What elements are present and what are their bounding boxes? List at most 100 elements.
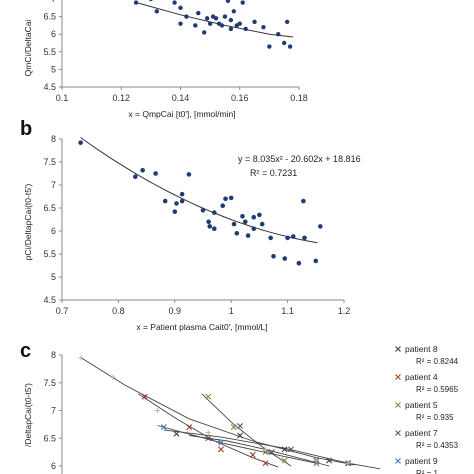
panel-a-data-point bbox=[184, 14, 189, 19]
panel-c-legend-marker bbox=[395, 458, 401, 464]
panel-b-data-point bbox=[220, 203, 226, 208]
panel-b-data-point bbox=[174, 201, 179, 206]
panel-a-data-point bbox=[243, 26, 248, 32]
panel-a-ytick-label: 5 bbox=[51, 64, 56, 74]
panel-c-data-point bbox=[205, 393, 212, 400]
panel-c-data-point bbox=[313, 460, 320, 467]
panel-b-xtick-label: 1.2 bbox=[338, 306, 351, 316]
panel-c-ytick-label: 8 bbox=[51, 350, 56, 360]
panel-b-data-point bbox=[318, 224, 323, 229]
panel-a-data-point bbox=[252, 19, 257, 25]
panel-b-xtick-label: 1 bbox=[229, 306, 234, 316]
panel-b-data-point bbox=[257, 212, 262, 218]
panel-c-legend-marker bbox=[395, 346, 401, 352]
panel-a-data-point bbox=[231, 9, 237, 14]
panel-a-xtick-label: 0.18 bbox=[290, 93, 308, 103]
panel-b-xlabel: x = Patient plasma Cait0', [mmol/L] bbox=[136, 322, 267, 332]
panel-b-data-point bbox=[179, 191, 185, 197]
panel-c-trendline bbox=[163, 429, 380, 470]
panel-c-ytick-label: 6 bbox=[51, 461, 56, 471]
panel-a-ytick-label: 6 bbox=[51, 29, 56, 39]
panel-b-data-point bbox=[200, 208, 206, 213]
panel-a-data-point bbox=[267, 44, 272, 49]
panel-a-xtick-label: 0.1 bbox=[56, 93, 69, 103]
panel-b-data-point bbox=[133, 174, 138, 180]
panel-b-data-point bbox=[282, 256, 288, 261]
panel-a-data-point bbox=[284, 19, 290, 25]
panel-c-data-point bbox=[110, 374, 116, 380]
panel-a-data-point bbox=[287, 44, 293, 49]
panel-a-data-point bbox=[213, 16, 219, 21]
panel-c-legend-r-squared: R² = 0.4353 bbox=[416, 441, 459, 450]
panel-c-data-point bbox=[230, 424, 237, 431]
panel-c-ytick-label: 7.5 bbox=[43, 378, 56, 388]
panel-c-legend-name: patient 7 bbox=[405, 428, 438, 438]
panel-b-data-point bbox=[251, 226, 257, 231]
panel-b-data-point bbox=[228, 195, 234, 201]
panel-c-ytick-label: 6.5 bbox=[43, 433, 56, 443]
panel-c-data-point bbox=[218, 439, 224, 446]
panel-a-data-point bbox=[222, 14, 228, 19]
panel-b-data-point bbox=[153, 171, 158, 176]
panel-b-data-point bbox=[179, 198, 185, 204]
panel-a-data-point bbox=[196, 10, 201, 16]
panel-c-legend-marker bbox=[395, 402, 401, 408]
panel-a-xlabel: x = QmpCai [t0'], [mmol/min] bbox=[128, 109, 235, 119]
panel-c-trendline bbox=[201, 393, 292, 467]
panel-a-data-point bbox=[178, 21, 183, 26]
panel-c-data-point bbox=[205, 430, 211, 436]
panel-b-ylabel: pCi/DeltapCai(t0-t5') bbox=[23, 183, 33, 260]
panel-b-equation: y = 8.035x² - 20.602x + 18.816 bbox=[238, 154, 361, 164]
panel-b-xtick-label: 1.1 bbox=[281, 306, 294, 316]
panel-b-data-point bbox=[301, 198, 306, 204]
panel-c-legend-marker bbox=[395, 430, 401, 436]
panel-b-data-point bbox=[207, 224, 213, 229]
panel-b-data-point bbox=[206, 219, 211, 225]
panel-b-ytick-label: 7 bbox=[51, 180, 56, 190]
panel-c-plot-area bbox=[78, 355, 380, 470]
panel-b-data-point bbox=[268, 235, 273, 241]
panel-c-legend-name: patient 8 bbox=[405, 344, 438, 354]
panel-c-trendline bbox=[157, 425, 317, 464]
panel-c-legend-name: patient 9 bbox=[405, 456, 438, 466]
panel-b-data-point bbox=[211, 210, 217, 215]
panel-c-legend: patient 8 R² = 0.8244 patient 4 R² = 0.5965… bbox=[395, 344, 459, 474]
panel-c-legend-name: patient 5 bbox=[405, 400, 438, 410]
panel-a-data-point bbox=[207, 21, 213, 26]
panel-b-data-point bbox=[234, 231, 240, 236]
panel-a-xtick-label: 0.14 bbox=[172, 93, 190, 103]
panel-a-data-point bbox=[133, 0, 139, 5]
panel-b-data-point bbox=[302, 235, 307, 241]
panel-c-data-point bbox=[173, 430, 180, 437]
panel-a-data-point bbox=[202, 30, 207, 35]
panel-c-trendline bbox=[80, 357, 355, 466]
panel-c-data-point bbox=[281, 457, 288, 464]
panel-c-data-point bbox=[154, 407, 160, 414]
panel-b-data-point bbox=[231, 221, 237, 227]
panel-c-chart: c /DeltapCai(t0-t5') 6 6.5 7 7.5 8 patient 8 R… bbox=[20, 340, 459, 474]
panel-c-data-point bbox=[237, 423, 244, 430]
panel-b-trendline bbox=[80, 137, 318, 244]
panel-a-data-point bbox=[228, 26, 234, 32]
panel-b-ytick-label: 5 bbox=[51, 272, 56, 282]
panel-a-data-point bbox=[240, 0, 245, 5]
panel-b-data-point bbox=[162, 198, 168, 204]
panel-c-ylabel: /DeltapCai(t0-t5') bbox=[23, 383, 33, 447]
panel-c-data-point bbox=[78, 355, 84, 361]
panel-a-data-point bbox=[228, 17, 234, 23]
panel-a-ylabel: QmCi/DeltaCai bbox=[23, 20, 33, 77]
panel-b-xtick-label: 0.9 bbox=[169, 306, 182, 316]
panel-c-data-point bbox=[186, 424, 193, 431]
panel-b-ytick-label: 6.5 bbox=[43, 203, 56, 213]
panel-c-legend-r-squared: R² = 1 bbox=[416, 469, 439, 474]
panel-c-data-point bbox=[262, 460, 269, 467]
panel-c-ytick-label: 7 bbox=[51, 406, 56, 416]
panel-c-legend-marker bbox=[395, 374, 401, 380]
panel-b-data-point bbox=[240, 213, 245, 219]
panel-a-data-point bbox=[276, 32, 281, 37]
panel-b-data-point bbox=[290, 234, 296, 239]
panel-b-data-point bbox=[271, 253, 276, 259]
panel-a-data-point bbox=[237, 21, 242, 26]
panel-a-data-point bbox=[219, 23, 225, 28]
